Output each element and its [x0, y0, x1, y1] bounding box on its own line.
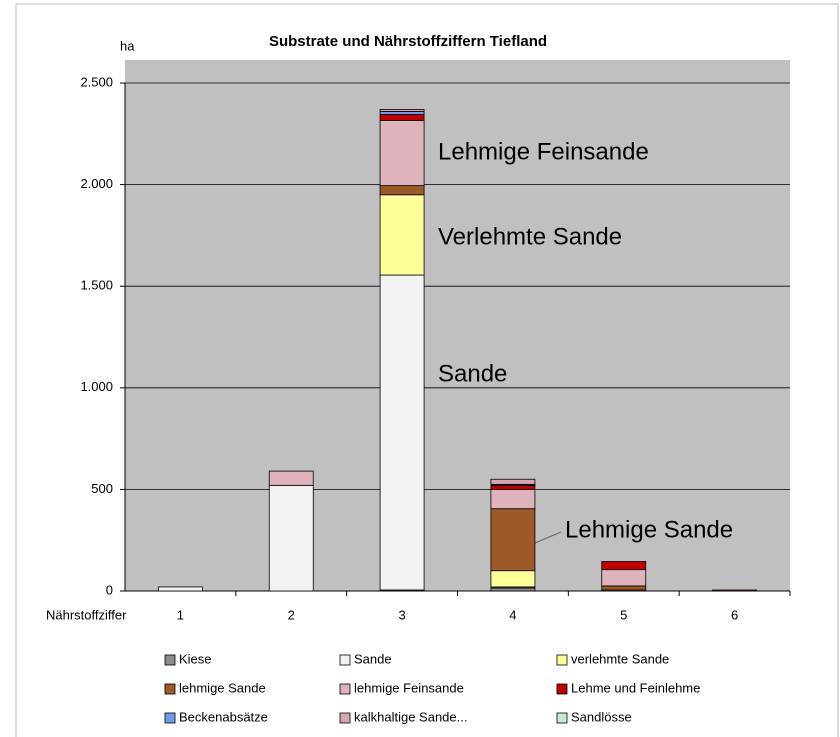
bar-segment [601, 585, 647, 591]
bar-segment [601, 569, 647, 587]
x-tick-label: 4 [509, 607, 516, 622]
y-tick-label: 2.000 [80, 176, 113, 191]
y-tick-label: 1.000 [80, 379, 113, 394]
annotation: Sande [438, 360, 507, 387]
bar-segment [268, 484, 314, 592]
y-axis-label: ha [120, 38, 135, 53]
bar-segment [379, 111, 425, 115]
legend-swatch [164, 712, 176, 724]
bar-segment [490, 587, 536, 592]
y-tick-label: 2.500 [80, 74, 113, 89]
legend-label: verlehmte Sande [571, 651, 669, 666]
legend-label: Beckenabsätze [179, 709, 268, 724]
bar-segment [379, 274, 425, 591]
bar-segment [490, 570, 536, 588]
legend-swatch [556, 712, 568, 724]
x-tick-label: 6 [731, 607, 738, 622]
annotation: Lehmige Feinsande [438, 138, 649, 165]
x-tick-label: 5 [620, 607, 627, 622]
legend-swatch [339, 683, 351, 695]
annotation: Lehmige Sande [565, 516, 733, 543]
plot-area [125, 60, 790, 591]
legend-label: Kiese [179, 651, 212, 666]
bar-segment [379, 120, 425, 187]
bar-segment [490, 488, 536, 510]
legend-swatch [339, 654, 351, 666]
legend-label: Lehme und Feinlehme [571, 680, 700, 695]
legend-label: lehmige Sande [179, 680, 266, 695]
legend-swatch [556, 654, 568, 666]
bar-segment [379, 109, 425, 112]
x-tick-label: 2 [288, 607, 295, 622]
bar-segment [158, 586, 203, 592]
legend-label: kalkhaltige Sande... [354, 709, 467, 724]
bar-segment [490, 478, 536, 485]
bar-segment [490, 508, 536, 572]
legend-swatch [164, 654, 176, 666]
bar-segment [490, 484, 536, 490]
legend-swatch [556, 683, 568, 695]
x-tick-label: 1 [177, 607, 184, 622]
bar-segment [268, 470, 314, 486]
annotation: Verlehmte Sande [438, 223, 622, 250]
bar-segment [379, 114, 425, 121]
legend-label: lehmige Feinsande [354, 680, 464, 695]
bar-segment [379, 185, 425, 196]
annotation-leader [534, 531, 562, 544]
legend-label: Sandlösse [571, 709, 632, 724]
bar-segment [379, 194, 425, 276]
legend-swatch [339, 712, 351, 724]
legend-swatch [164, 683, 176, 695]
x-tick-label: 3 [398, 607, 405, 622]
bar-segment [712, 589, 757, 592]
chart-title: Substrate und Nährstoffziffern Tiefland [269, 33, 547, 50]
y-tick-label: 500 [91, 481, 113, 496]
bar-segment [601, 561, 647, 571]
legend-label: Sande [354, 651, 392, 666]
y-tick-label: 1.500 [80, 278, 113, 293]
y-tick-label: 0 [106, 582, 113, 597]
x-axis-label: Nährstoffziffer [46, 607, 127, 622]
